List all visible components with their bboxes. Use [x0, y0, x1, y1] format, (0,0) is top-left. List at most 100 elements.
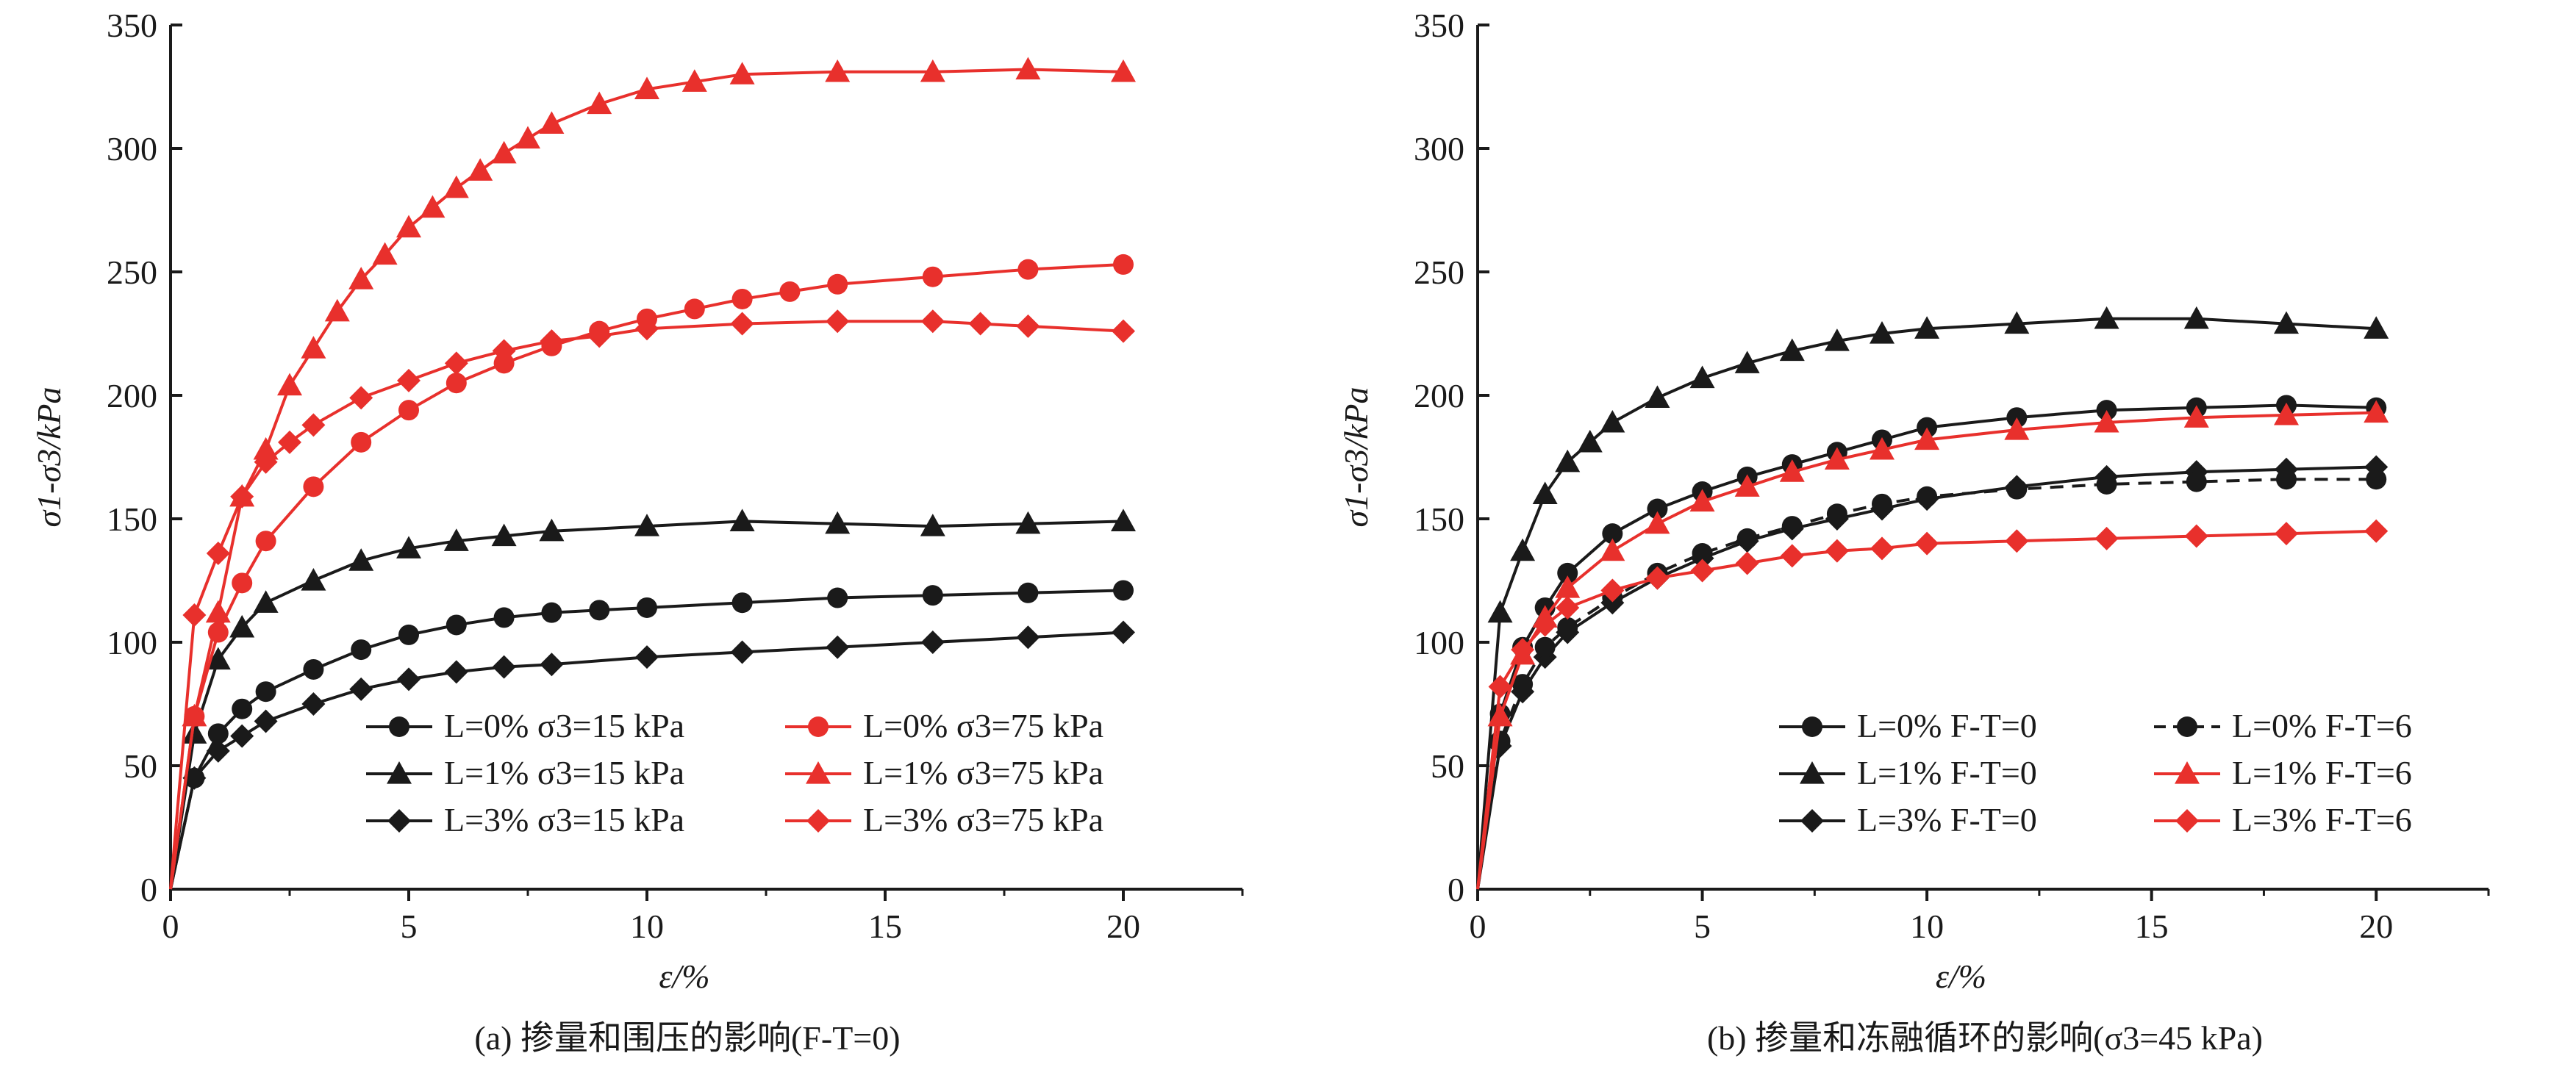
y-tick-label: 50: [1431, 747, 1464, 785]
legend-entry: L=0% σ3=75 kPa: [785, 707, 1103, 744]
data-point: [443, 528, 469, 551]
series-2: [169, 509, 1136, 890]
data-point: [827, 587, 848, 608]
data-point: [1111, 59, 1136, 82]
legend-label: L=1% σ3=15 kPa: [444, 754, 684, 791]
y-tick-label: 350: [107, 7, 157, 44]
data-point: [1016, 625, 1040, 650]
data-point: [1735, 551, 1759, 575]
data-point: [2094, 409, 2119, 433]
data-point: [397, 368, 421, 392]
data-point: [515, 126, 540, 149]
data-point: [255, 681, 276, 703]
data-point: [182, 766, 207, 790]
data-point: [729, 509, 755, 531]
data-point: [539, 518, 565, 542]
data-point: [1824, 447, 1850, 470]
data-point: [539, 111, 565, 134]
legend-label: L=0% σ3=15 kPa: [444, 707, 684, 744]
data-point: [1914, 316, 1940, 339]
data-point: [255, 531, 276, 552]
data-point: [920, 309, 945, 334]
data-point: [1487, 703, 1513, 727]
data-point: [540, 329, 564, 353]
series-2: [1476, 306, 2389, 890]
data-point: [232, 572, 253, 594]
legend-label: L=1% F-T=6: [2232, 754, 2412, 791]
data-point: [1015, 57, 1041, 80]
data-point: [2004, 311, 2030, 334]
data-point: [1645, 385, 1670, 408]
x-tick-label: 10: [1910, 908, 1944, 945]
x-tick-label: 15: [2135, 908, 2169, 945]
data-point: [541, 602, 562, 623]
data-point: [1689, 365, 1715, 389]
legend-marker: [806, 761, 831, 784]
data-point: [635, 645, 659, 669]
data-point: [540, 653, 564, 677]
data-point: [1015, 511, 1041, 534]
legend-marker: [2177, 716, 2197, 737]
data-point: [2274, 311, 2299, 334]
legend-entry: L=1% σ3=75 kPa: [785, 754, 1103, 791]
data-point: [443, 175, 469, 198]
data-point: [2276, 469, 2297, 490]
data-point: [253, 590, 279, 613]
data-point: [468, 158, 493, 181]
x-tick-label: 20: [2359, 908, 2393, 945]
data-point: [1914, 427, 1940, 450]
data-point: [1555, 575, 1581, 598]
legend-marker: [808, 716, 829, 737]
data-point: [303, 658, 324, 680]
data-point: [182, 721, 207, 744]
data-point: [1016, 314, 1040, 338]
data-point: [2183, 306, 2209, 329]
series-3: [169, 620, 1135, 890]
y-tick-label: 0: [140, 871, 157, 908]
data-point: [2364, 519, 2389, 543]
data-point: [420, 195, 446, 218]
data-point: [922, 266, 943, 287]
legend-entry: L=0% σ3=15 kPa: [366, 707, 684, 744]
data-point: [491, 523, 517, 547]
data-point: [230, 484, 254, 509]
data-point: [232, 698, 253, 719]
data-point: [205, 600, 231, 623]
data-point: [2274, 402, 2299, 425]
data-point: [1872, 493, 1892, 514]
data-point: [182, 603, 207, 628]
y-axis-title: σ1-σ3/kPa: [1337, 387, 1375, 528]
legend-entry: L=3% σ3=75 kPa: [785, 801, 1103, 838]
data-point: [324, 298, 350, 322]
x-tick-label: 0: [1470, 908, 1486, 945]
data-point: [920, 514, 945, 536]
legend-entry: L=0% F-T=6: [2154, 707, 2412, 744]
data-point: [1647, 498, 1668, 520]
data-point: [1017, 582, 1039, 603]
legend-label: L=0% F-T=6: [2232, 707, 2412, 744]
data-point: [587, 91, 612, 115]
data-point: [492, 655, 516, 679]
x-axis-title: ε/%: [1936, 958, 1986, 995]
data-point: [398, 400, 419, 421]
data-point: [230, 724, 254, 748]
data-point: [827, 273, 848, 295]
data-point: [278, 430, 301, 454]
legend-entry: L=1% F-T=0: [1779, 754, 2037, 791]
data-point: [1113, 254, 1134, 275]
data-point: [1779, 459, 1805, 482]
y-tick-label: 100: [107, 624, 157, 661]
y-tick-label: 150: [107, 500, 157, 538]
legend-marker: [1800, 761, 1825, 784]
legend-label: L=1% F-T=0: [1857, 754, 2037, 791]
data-point: [1532, 481, 1558, 504]
data-point: [301, 336, 326, 359]
data-point: [1510, 538, 1536, 561]
data-point: [2186, 471, 2207, 492]
legend-label: L=0% F-T=0: [1857, 707, 2037, 744]
data-point: [826, 309, 850, 334]
legend-entry: L=1% F-T=6: [2154, 754, 2412, 791]
data-point: [444, 351, 468, 376]
data-point: [1602, 523, 1623, 545]
